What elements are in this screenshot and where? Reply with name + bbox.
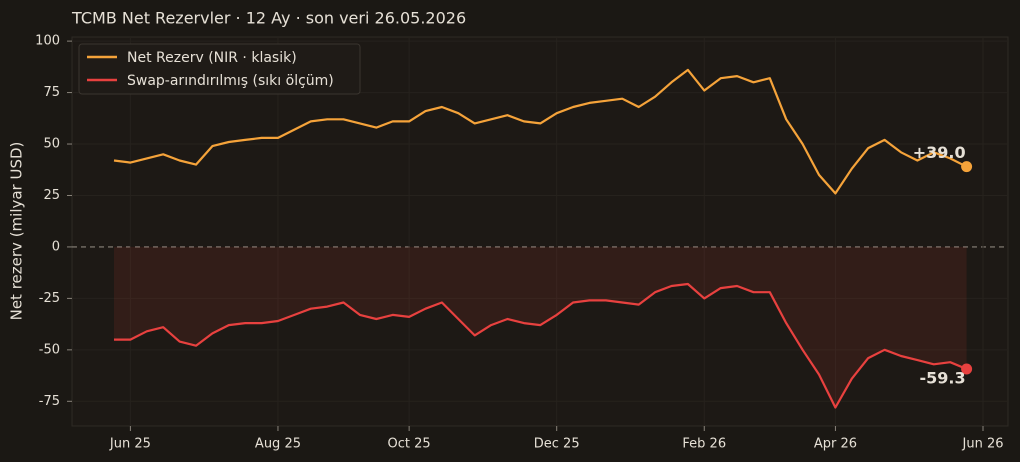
legend-label: Swap-arındırılmış (sıkı ölçüm) — [127, 73, 334, 89]
y-tick-label: -25 — [39, 291, 60, 306]
series-line — [114, 282, 968, 409]
plot-area — [71, 36, 1009, 427]
series-line — [113, 68, 968, 195]
y-tick-label: 25 — [43, 188, 60, 203]
x-tick-label: Dec 25 — [534, 437, 580, 452]
y-tick-label: 50 — [43, 137, 60, 152]
grid: -75 -50 -25 0 25 50 75 100 Jun 25 Aug 25 Oct 25 Dec… — [35, 34, 1008, 452]
end-point — [961, 363, 973, 375]
legend: Net Rezerv (NIR · klasik) Swap-arındırılm… — [78, 43, 361, 95]
value-label: -59.3 — [919, 368, 965, 387]
value-label: +39.0 — [913, 143, 966, 162]
x-tick-label: Apr 26 — [814, 437, 857, 452]
end-point — [961, 161, 973, 173]
y-tick-label: -75 — [39, 394, 60, 409]
area — [114, 246, 967, 408]
x-tick-label: Jun 26 — [962, 437, 1004, 452]
y-tick-label: -50 — [39, 342, 60, 357]
x-tick-label: Aug 25 — [255, 437, 301, 452]
y-tick-label: 0 — [52, 239, 60, 254]
legend-box — [78, 43, 361, 95]
y-tick-label: 100 — [35, 34, 60, 49]
x-tick-label: Jun 25 — [109, 437, 151, 452]
y-axis-label: Net rezerv (milyar USD) — [8, 142, 26, 321]
y-tick-label: 75 — [43, 85, 60, 100]
marks: +39.0 -59.3 — [113, 68, 973, 409]
legend-label: Net Rezerv (NIR · klasik) — [127, 50, 297, 66]
x-tick-label: Feb 26 — [682, 437, 726, 452]
chart-title: TCMB Net Rezervler · 12 Ay · son veri 26… — [71, 9, 466, 28]
x-tick-label: Oct 25 — [388, 437, 431, 452]
